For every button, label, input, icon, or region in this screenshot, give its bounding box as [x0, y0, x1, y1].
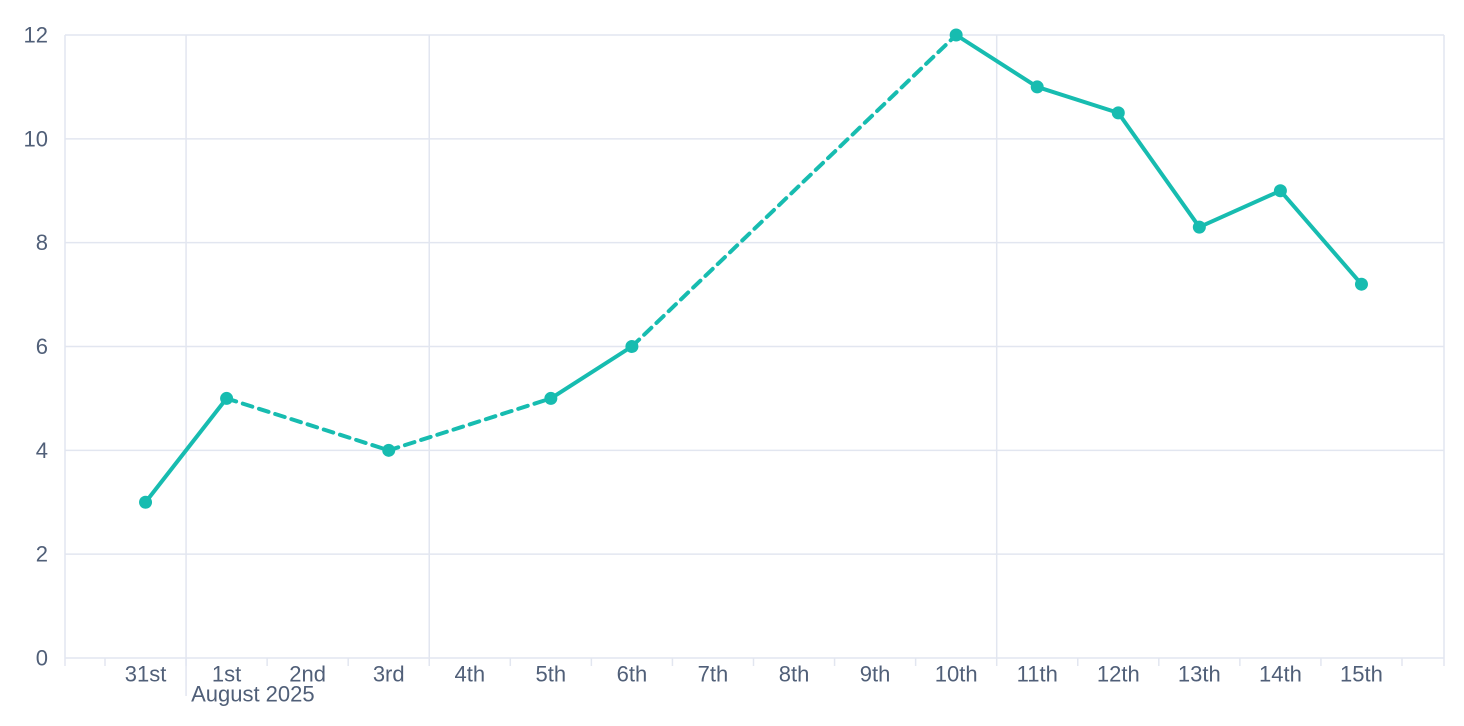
- x-axis-label: 9th: [860, 662, 891, 687]
- series-segment-dashed: [629, 33, 959, 349]
- series-segment-solid: [548, 344, 634, 401]
- data-point-3rd[interactable]: [382, 443, 396, 457]
- x-axis-label: 3rd: [373, 662, 405, 687]
- data-point-5th[interactable]: [544, 391, 558, 405]
- y-axis-label: 12: [24, 23, 48, 48]
- series-segment-solid: [143, 396, 229, 505]
- x-axis-label: 5th: [536, 662, 567, 687]
- series-segment-solid: [1116, 110, 1202, 230]
- y-axis-label: 2: [36, 542, 48, 567]
- data-point-13th[interactable]: [1192, 220, 1206, 234]
- x-axis-label: 2nd: [289, 662, 326, 687]
- data-point-14th[interactable]: [1273, 184, 1287, 198]
- series-segment-solid: [954, 33, 1040, 89]
- x-axis-month-label: August 2025: [191, 682, 315, 707]
- series-segment-solid: [1278, 188, 1364, 287]
- x-axis-label: 31st: [125, 662, 167, 687]
- x-axis-label: 15th: [1340, 662, 1383, 687]
- x-axis-label: 10th: [935, 662, 978, 687]
- y-axis-label: 4: [36, 438, 48, 463]
- x-axis-label: 14th: [1259, 662, 1302, 687]
- y-axis-label: 6: [36, 334, 48, 359]
- data-point-1st[interactable]: [220, 391, 234, 405]
- x-axis-label: 7th: [698, 662, 729, 687]
- series-segment-solid: [1197, 188, 1283, 230]
- x-axis-label: 4th: [454, 662, 485, 687]
- data-point-15th[interactable]: [1354, 277, 1368, 291]
- x-axis-label: 1st: [212, 662, 241, 687]
- data-point-11th[interactable]: [1030, 80, 1044, 94]
- x-axis-label: 12th: [1097, 662, 1140, 687]
- x-axis-label: 11th: [1017, 662, 1058, 687]
- data-point-31st[interactable]: [139, 495, 153, 509]
- y-axis-label: 8: [36, 230, 48, 255]
- series-segment-dashed: [386, 396, 553, 453]
- x-axis-label: 6th: [617, 662, 648, 687]
- x-axis-label: 8th: [779, 662, 810, 687]
- y-axis-label: 0: [36, 646, 48, 671]
- x-axis-label: 13th: [1178, 662, 1221, 687]
- series-segment-solid: [1035, 84, 1121, 115]
- data-point-12th[interactable]: [1111, 106, 1125, 120]
- data-point-10th[interactable]: [949, 28, 963, 42]
- series-segment-dashed: [224, 396, 391, 453]
- data-point-6th[interactable]: [625, 340, 639, 353]
- y-axis-label: 10: [24, 126, 48, 151]
